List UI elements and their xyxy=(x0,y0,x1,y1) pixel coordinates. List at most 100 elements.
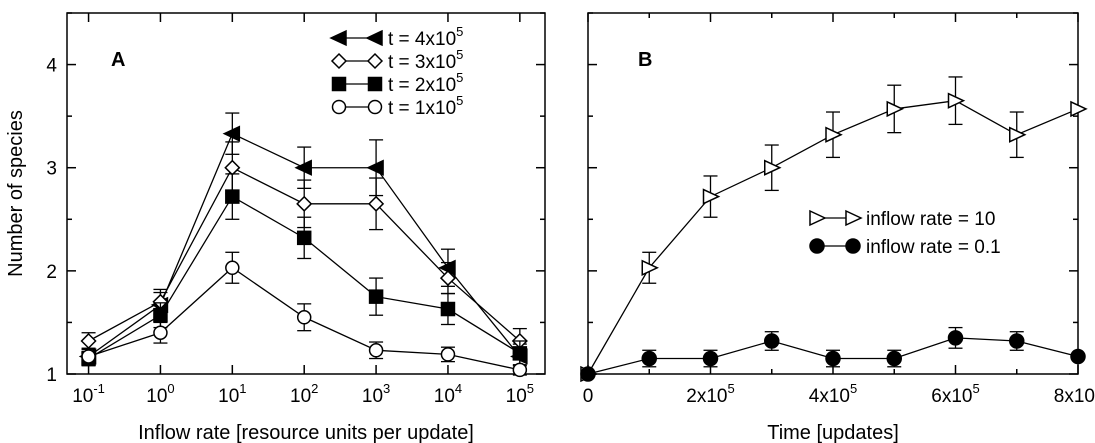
data-point xyxy=(641,350,657,367)
legend-marker xyxy=(331,76,347,92)
x-tick-label-exp: 1 xyxy=(239,381,246,396)
legend-label: t = 2x105 xyxy=(388,70,463,96)
data-point xyxy=(641,259,660,276)
data-point xyxy=(153,325,168,340)
data-point xyxy=(947,330,964,346)
y-tick-label: 1 xyxy=(46,365,57,386)
x-tick-label: 10-1 xyxy=(72,381,105,407)
legend-label: t = 1x105 xyxy=(388,93,463,119)
legend-label: t = 3x105 xyxy=(388,47,463,73)
series-0 xyxy=(580,76,1088,383)
legend-label-exp: 5 xyxy=(456,70,463,85)
data-point xyxy=(368,343,384,358)
legend-marker xyxy=(845,209,863,227)
data-point xyxy=(886,100,905,118)
legend-marker xyxy=(365,29,383,47)
plot-frame xyxy=(66,12,546,375)
legend-label: inflow rate = 10 xyxy=(866,209,995,230)
x-tick-label: 6x105 xyxy=(931,381,979,407)
y-axis-label: Number of species xyxy=(5,110,27,277)
x-tick-label: 0 xyxy=(583,386,594,407)
legend-label-exp: 5 xyxy=(456,47,463,62)
series-1 xyxy=(80,141,528,355)
x-tick-label-base: 8x10 xyxy=(1054,386,1095,407)
x-tick-label-base: 10 xyxy=(506,386,527,407)
data-point xyxy=(1009,333,1025,349)
y-tick-label: 4 xyxy=(46,56,57,77)
legend-label-text: t = 1x10 xyxy=(388,98,456,119)
data-point xyxy=(368,195,385,212)
x-tick-label-exp: 5 xyxy=(727,381,734,396)
y-tick-label: 3 xyxy=(46,159,57,180)
legend-marker xyxy=(367,76,383,92)
x-tick-label-exp: -1 xyxy=(93,381,105,396)
legend-label-exp: 5 xyxy=(456,24,463,39)
legend-marker xyxy=(809,238,825,254)
x-tick-label-exp: 5 xyxy=(527,381,534,396)
data-point xyxy=(224,159,241,176)
data-point xyxy=(225,189,240,204)
data-point xyxy=(440,301,456,317)
data-point xyxy=(296,195,313,212)
legend-marker xyxy=(845,238,861,254)
legend-marker xyxy=(367,99,383,115)
data-point xyxy=(225,260,240,276)
x-tick-label-base: 0 xyxy=(583,386,594,407)
x-tick-label-base: 10 xyxy=(290,386,311,407)
data-point xyxy=(368,289,384,304)
legend-label-text: t = 3x10 xyxy=(388,52,456,73)
x-tick-label-exp: 2 xyxy=(311,381,318,396)
data-point xyxy=(296,310,312,325)
data-point xyxy=(294,159,312,176)
data-point xyxy=(81,349,96,364)
x-tick-label: 4x105 xyxy=(809,381,857,407)
x-tick-label: 105 xyxy=(506,381,534,407)
x-tick-label: 104 xyxy=(434,381,462,407)
data-point xyxy=(825,350,841,367)
x-tick-label-exp: 4 xyxy=(455,381,462,396)
legend-label-text: inflow rate = 10 xyxy=(866,209,995,230)
x-tick-label-base: 10 xyxy=(146,386,167,407)
x-tick-label-base: 6x10 xyxy=(931,386,972,407)
data-point xyxy=(764,333,780,349)
data-point xyxy=(886,350,902,367)
x-tick-label-base: 4x10 xyxy=(809,386,850,407)
legend-marker xyxy=(331,99,347,115)
x-tick-label-base: 2x10 xyxy=(686,386,727,407)
panel-b: 02x1054x1056x1058x105Time [updates]Binfl… xyxy=(580,12,1095,443)
plot-frame xyxy=(587,12,1079,375)
data-point xyxy=(1070,100,1088,118)
legend-label: inflow rate = 0.1 xyxy=(866,237,1001,258)
x-axis-label: Time [updates] xyxy=(767,422,899,443)
panel-label: A xyxy=(111,49,125,71)
series-2 xyxy=(81,173,528,367)
data-point xyxy=(80,332,97,350)
panel-label: B xyxy=(638,49,652,71)
data-point xyxy=(512,346,528,361)
legend-label-text: t = 2x10 xyxy=(388,75,456,96)
legend-label-text: t = 4x10 xyxy=(388,29,456,50)
x-tick-label-exp: 5 xyxy=(850,381,857,396)
x-tick-label: 2x105 xyxy=(686,381,734,407)
data-point xyxy=(222,125,241,142)
x-tick-label-exp: 0 xyxy=(167,381,174,396)
legend-label: t = 4x105 xyxy=(388,24,463,50)
x-tick-label-base: 10 xyxy=(362,386,383,407)
x-tick-label: 100 xyxy=(146,381,174,407)
x-tick-label: 101 xyxy=(218,381,246,407)
x-tick-label-base: 10 xyxy=(218,386,239,407)
x-tick-label: 102 xyxy=(290,381,318,407)
x-tick-label: 8x105 xyxy=(1054,381,1095,407)
x-tick-label-exp: 5 xyxy=(972,381,979,396)
data-point xyxy=(580,366,596,382)
legend-marker xyxy=(329,29,347,47)
legend-marker xyxy=(809,209,827,227)
data-point xyxy=(512,362,528,378)
data-point xyxy=(1070,348,1086,365)
legend: inflow rate = 10 inflow rate = 0.1 xyxy=(809,209,1001,258)
y-tick-label: 2 xyxy=(46,262,57,283)
x-axis-label: Inflow rate [resource units per update] xyxy=(138,422,474,443)
series-1 xyxy=(580,326,1086,382)
